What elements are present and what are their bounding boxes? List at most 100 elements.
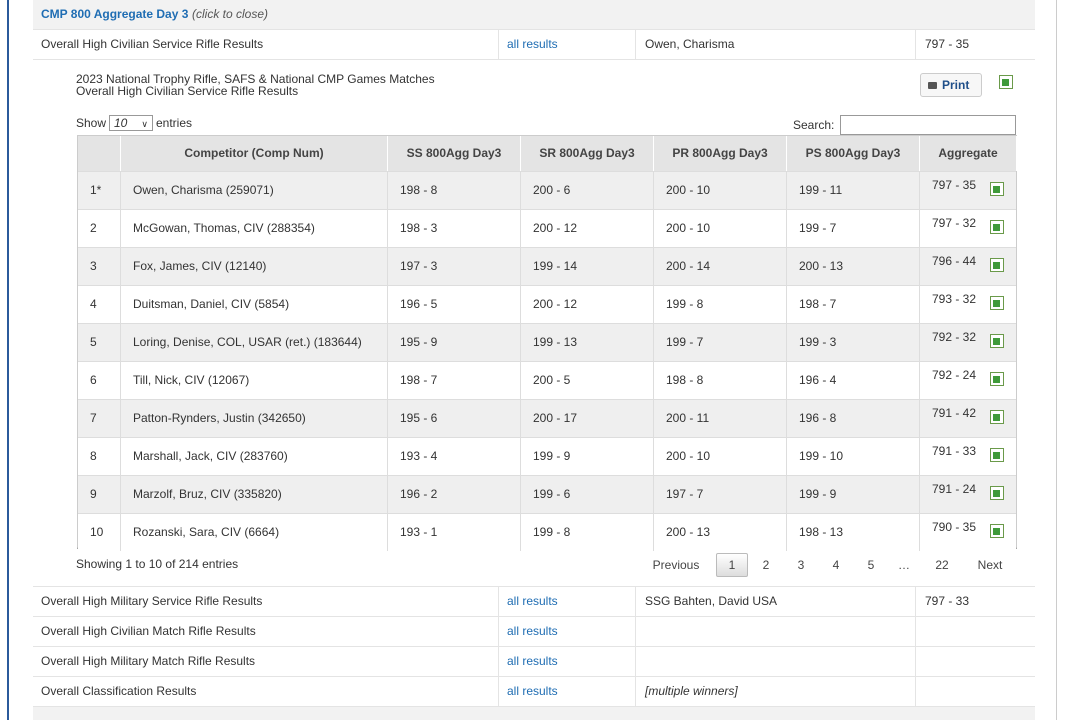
stage-score: 196 - 8: [787, 399, 920, 437]
table-row: [78, 209, 1016, 247]
section-header[interactable]: CMP 800 Aggregate Day 3 (click to close): [33, 0, 1035, 30]
stage-score: 198 - 3: [388, 209, 521, 247]
row-excel-icon[interactable]: [990, 182, 1004, 196]
stage-score: 200 - 17: [521, 399, 654, 437]
rank: 2: [78, 209, 121, 247]
table-row: [78, 361, 1016, 399]
competitor: Till, Nick, CIV (12067): [121, 361, 388, 399]
row-excel-icon[interactable]: [990, 220, 1004, 234]
stage-score: 199 - 14: [521, 247, 654, 285]
all-results-link[interactable]: all results: [507, 594, 558, 608]
column-header[interactable]: SR 800Agg Day3: [521, 136, 654, 171]
aggregate: 791 - 33: [932, 444, 977, 458]
stage-score: 200 - 12: [521, 209, 654, 247]
page-link[interactable]: Next: [977, 558, 1003, 572]
stage-score: 198 - 7: [787, 285, 920, 323]
stage-score: 198 - 13: [787, 513, 920, 551]
entries-value[interactable]: 10: [114, 116, 128, 130]
row-excel-icon[interactable]: [990, 296, 1004, 310]
all-results-link[interactable]: all results: [507, 654, 558, 668]
table-row: [78, 475, 1016, 513]
row-excel-icon[interactable]: [990, 334, 1004, 348]
column-header[interactable]: PS 800Agg Day3: [787, 136, 920, 171]
page-link[interactable]: 2: [762, 558, 770, 572]
all-results-link[interactable]: all results: [507, 684, 558, 698]
result-label: Overall High Civilian Service Rifle Resu…: [41, 37, 264, 51]
column-separator: [915, 30, 916, 59]
page-link[interactable]: 5: [867, 558, 875, 572]
column-header[interactable]: Aggregate: [920, 136, 1017, 171]
print-label[interactable]: Print: [942, 78, 970, 92]
column-header[interactable]: Competitor (Comp Num): [121, 136, 388, 171]
column-header[interactable]: PR 800Agg Day3: [654, 136, 787, 171]
stage-score: 197 - 3: [388, 247, 521, 285]
next-section[interactable]: [33, 707, 1035, 720]
column-separator: [915, 587, 916, 616]
competitor: Fox, James, CIV (12140): [121, 247, 388, 285]
rank: 9: [78, 475, 121, 513]
row-excel-icon[interactable]: [990, 486, 1004, 500]
stage-score: 199 - 11: [787, 171, 920, 209]
results-table: Competitor (Comp Num) SS 800Agg Day3 SR 80…: [77, 135, 1017, 551]
stage-score: 199 - 7: [787, 209, 920, 247]
print-button[interactable]: Print: [920, 73, 982, 97]
th-rank[interactable]: [78, 136, 121, 171]
row-excel-icon[interactable]: [990, 410, 1004, 424]
entries-select[interactable]: 10 ∨: [109, 115, 153, 131]
column-separator: [635, 617, 636, 646]
result-label: Overall Classification Results: [41, 684, 197, 698]
section-title[interactable]: CMP 800 Aggregate Day 3: [41, 7, 189, 21]
competitor: Rozanski, Sara, CIV (6664): [121, 513, 388, 551]
column-separator: [498, 647, 499, 676]
entries-label: entries: [156, 116, 193, 130]
competitor: Patton-Rynders, Justin (342650): [121, 399, 388, 437]
show-label: Show: [76, 116, 107, 130]
row-excel-icon[interactable]: [990, 524, 1004, 538]
panel-heading: 2023 National Trophy Rifle, SAFS & Natio…: [76, 72, 435, 86]
column-header[interactable]: SS 800Agg Day3: [388, 136, 521, 171]
row-excel-icon[interactable]: [990, 448, 1004, 462]
score: 797 - 35: [925, 37, 970, 51]
table-header: [78, 136, 1016, 171]
page-link[interactable]: 22: [935, 558, 949, 572]
page-link[interactable]: Previous: [652, 558, 700, 572]
aggregate: 792 - 32: [932, 330, 977, 344]
stage-score: 200 - 11: [654, 399, 787, 437]
page-link[interactable]: 4: [832, 558, 840, 572]
competitor: Marzolf, Bruz, CIV (335820): [121, 475, 388, 513]
rank: 7: [78, 399, 121, 437]
result-row: Overall High Civilian Service Rifle Resu…: [33, 30, 1035, 60]
excel-export[interactable]: [999, 75, 1013, 89]
aggregate: 797 - 35: [932, 178, 977, 192]
table-row: [78, 247, 1016, 285]
aggregate: 796 - 44: [932, 254, 977, 268]
competitor: Duitsman, Daniel, CIV (5854): [121, 285, 388, 323]
winner: [multiple winners]: [645, 684, 738, 698]
print-icon: [928, 82, 937, 89]
stage-score: 200 - 13: [787, 247, 920, 285]
all-results-link[interactable]: all results: [507, 37, 558, 51]
stage-score: 200 - 14: [654, 247, 787, 285]
stage-score: 199 - 10: [787, 437, 920, 475]
table-row: [78, 513, 1016, 551]
rank: 10: [78, 513, 121, 551]
row-excel-icon[interactable]: [990, 372, 1004, 386]
stage-score: 200 - 12: [521, 285, 654, 323]
section-hint: (click to close): [192, 7, 269, 21]
stage-score: 198 - 8: [388, 171, 521, 209]
rank: 5: [78, 323, 121, 361]
table-row: [78, 437, 1016, 475]
column-separator: [635, 30, 636, 59]
page-link[interactable]: 3: [797, 558, 805, 572]
all-results-link[interactable]: all results: [507, 624, 558, 638]
aggregate: 797 - 32: [932, 216, 977, 230]
right-border: [1056, 0, 1057, 720]
search-input[interactable]: [840, 115, 1016, 135]
row-excel-icon[interactable]: [990, 258, 1004, 272]
winner: Owen, Charisma: [645, 37, 735, 51]
page-link[interactable]: 1: [716, 553, 748, 577]
table-row: [78, 171, 1016, 209]
competitor: Owen, Charisma (259071): [121, 171, 388, 209]
column-separator: [635, 677, 636, 706]
